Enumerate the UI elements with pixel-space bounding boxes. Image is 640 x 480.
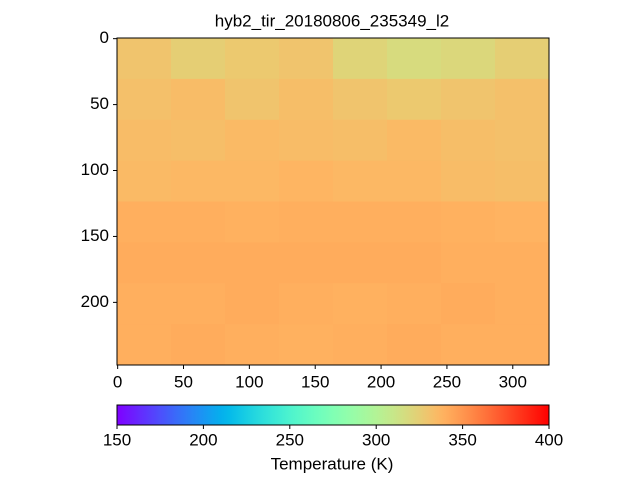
heatmap-cell [387,38,442,80]
heatmap-cell [441,78,496,121]
heatmap-cell [225,38,280,80]
heatmap-cell [387,324,442,366]
heatmap-cell [333,201,388,243]
heatmap-cell [279,324,334,366]
heatmap-cell [441,283,496,325]
heatmap-cell [333,78,388,121]
heatmap-cell [495,160,550,202]
y-tick-label: 150 [81,226,109,245]
heatmap-cell [279,38,334,80]
heatmap-cell [225,160,280,202]
x-tick-label: 150 [301,372,329,391]
heatmap-cell [333,283,388,325]
heatmap-cell [387,119,442,162]
heatmap-cell [171,242,226,284]
heatmap-cell [171,324,226,366]
colorbar [116,404,550,426]
heatmap-cell [495,283,550,325]
heatmap-cell [441,324,496,366]
heatmap-cell [117,78,172,121]
heatmap-cell [279,242,334,284]
heatmap-cell [495,119,550,162]
colorbar-tick-label: 200 [189,430,217,449]
heatmap-cell [387,78,442,121]
heatmap-cell [495,242,550,284]
colorbar-tick-label: 350 [448,430,476,449]
colorbar-tick-label: 300 [362,430,390,449]
heatmap-cell [333,119,388,162]
heatmap-cell [441,201,496,243]
heatmap-cell [225,78,280,121]
heatmap-cell [171,283,226,325]
heatmap-cell [171,119,226,162]
x-tick-label: 50 [174,372,193,391]
heatmap-cell [495,78,550,121]
heatmap-cell [171,201,226,243]
heatmap-cell [495,38,550,80]
y-tick-label: 0 [100,28,109,47]
heatmap-cell [333,38,388,80]
heatmap-cell [171,78,226,121]
heatmap-cell [441,160,496,202]
heatmap-cell [333,242,388,284]
heatmap-cell [387,160,442,202]
heatmap-cell [117,201,172,243]
heatmap-cell [279,283,334,325]
colorbar-tick-label: 150 [103,430,131,449]
heatmap-cell [225,283,280,325]
colorbar-tick-label: 400 [535,430,563,449]
heatmap-cell [225,324,280,366]
heatmap-cell [171,38,226,80]
heatmap-cell [495,201,550,243]
heatmap-cell [171,160,226,202]
heatmap-cell [117,242,172,284]
heatmap-cell [441,38,496,80]
x-tick-label: 300 [499,372,527,391]
heatmap-cell [333,324,388,366]
heatmap-cell [387,283,442,325]
heatmap-cell [117,119,172,162]
colorbar-label: Temperature (K) [271,454,394,473]
heatmap-cell [117,38,172,80]
heatmap-cell [225,119,280,162]
chart-title: hyb2_tir_20180806_235349_l2 [215,11,449,30]
heatmap-cell [279,201,334,243]
heatmap-cell [225,201,280,243]
heatmap-cell [441,119,496,162]
heatmap-cell [387,242,442,284]
heatmap-cell [279,160,334,202]
y-tick-label: 100 [81,160,109,179]
heatmap-cell [117,283,172,325]
x-tick-label: 0 [113,372,122,391]
heatmap-cell [333,160,388,202]
x-tick-label: 200 [367,372,395,391]
x-tick-label: 100 [235,372,263,391]
y-tick-label: 200 [81,292,109,311]
heatmap-cell [495,324,550,366]
heatmap-cell [225,242,280,284]
heatmap-cell [279,78,334,121]
heatmap-cell [117,324,172,366]
heatmap-cell [117,160,172,202]
heatmap-cell [387,201,442,243]
y-tick-label: 50 [90,94,109,113]
heatmap-cell [441,242,496,284]
heatmap-cell [279,119,334,162]
plot-frame [116,37,550,366]
x-tick-label: 250 [433,372,461,391]
colorbar-tick-label: 250 [276,430,304,449]
